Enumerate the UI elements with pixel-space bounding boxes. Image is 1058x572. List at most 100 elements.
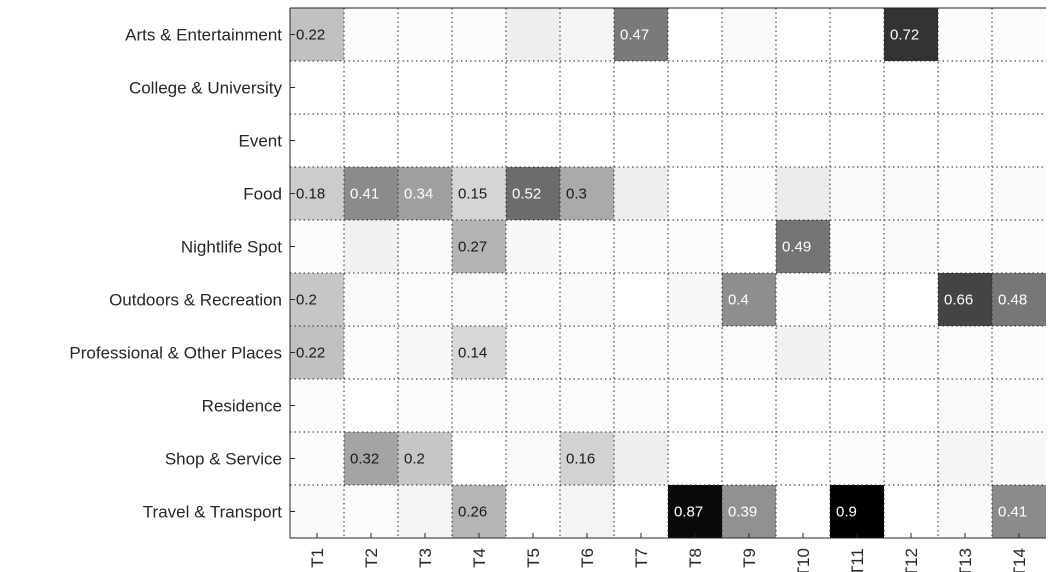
cell-value-label: 0.2: [404, 451, 425, 468]
heatmap-cell-nightlife-spot-t7: [614, 220, 668, 273]
heatmap-cell-shop-and-service-t8: [668, 432, 722, 485]
heatmap-cell-shop-and-service-t5: [506, 432, 560, 485]
heatmap-cell-food-t11: [830, 167, 884, 220]
x-label-t7: T7: [632, 548, 651, 568]
heatmap-cell-food-t13: [938, 167, 992, 220]
heatmap-cell-professional-and-other-places-t4: [452, 326, 506, 379]
heatmap-cell-outdoors-and-recreation-t5: [506, 273, 560, 326]
heatmap-cell-travel-and-transport-t1: [290, 485, 344, 538]
x-label-t4: T4: [470, 548, 489, 568]
heatmap-cell-residence-t14: [992, 379, 1046, 432]
heatmap-cell-shop-and-service-t14: [992, 432, 1046, 485]
heatmap-cell-nightlife-spot-t5: [506, 220, 560, 273]
cell-value-label: 0.3: [566, 186, 587, 203]
heatmap-cell-nightlife-spot-t9: [722, 220, 776, 273]
heatmap-cell-college-and-university-t8: [668, 61, 722, 114]
heatmap-cell-college-and-university-t6: [560, 61, 614, 114]
heatmap-cell-travel-and-transport-t9: [722, 485, 776, 538]
heatmap-cell-outdoors-and-recreation-t14: [992, 273, 1046, 326]
heatmap-cell-nightlife-spot-t8: [668, 220, 722, 273]
heatmap-cell-travel-and-transport-t13: [938, 485, 992, 538]
heatmap-cell-event-t10: [776, 114, 830, 167]
heatmap-cell-shop-and-service-t2: [344, 432, 398, 485]
cell-value-label: 0.34: [404, 186, 433, 203]
y-label-travel-and-transport: Travel & Transport: [143, 503, 282, 522]
y-label-nightlife-spot: Nightlife Spot: [181, 238, 282, 257]
cell-value-label: 0.32: [350, 451, 379, 468]
heatmap-cell-food-t4: [452, 167, 506, 220]
x-label-t14: T14: [1010, 548, 1029, 572]
cell-value-label: 0.22: [296, 345, 325, 362]
heatmap-cell-professional-and-other-places-t2: [344, 326, 398, 379]
cell-value-label: 0.15: [458, 186, 487, 203]
heatmap-cell-arts-and-entertainment-t10: [776, 8, 830, 61]
heatmap-cell-arts-and-entertainment-t2: [344, 8, 398, 61]
heatmap-cell-professional-and-other-places-t8: [668, 326, 722, 379]
heatmap-cell-college-and-university-t12: [884, 61, 938, 114]
cell-value-label: 0.41: [350, 186, 379, 203]
heatmap-cell-arts-and-entertainment-t5: [506, 8, 560, 61]
heatmap-cell-event-t9: [722, 114, 776, 167]
heatmap-cell-travel-and-transport-t10: [776, 485, 830, 538]
heatmap-cell-arts-and-entertainment-t11: [830, 8, 884, 61]
heatmap-cell-college-and-university-t1: [290, 61, 344, 114]
heatmap-cell-nightlife-spot-t6: [560, 220, 614, 273]
heatmap-cell-travel-and-transport-t6: [560, 485, 614, 538]
heatmap-cell-food-t2: [344, 167, 398, 220]
heatmap-cell-food-t6: [560, 167, 614, 220]
heatmap-cell-college-and-university-t13: [938, 61, 992, 114]
cell-value-label: 0.14: [458, 345, 487, 362]
cell-value-label: 0.66: [944, 292, 973, 309]
heatmap-cell-outdoors-and-recreation-t6: [560, 273, 614, 326]
heatmap-cell-shop-and-service-t1: [290, 432, 344, 485]
heatmap-cell-nightlife-spot-t14: [992, 220, 1046, 273]
heatmap-cell-nightlife-spot-t4: [452, 220, 506, 273]
heatmap-cell-food-t7: [614, 167, 668, 220]
heatmap-cell-event-t12: [884, 114, 938, 167]
heatmap-cell-shop-and-service-t3: [398, 432, 452, 485]
heatmap-cell-shop-and-service-t4: [452, 432, 506, 485]
heatmap-cell-college-and-university-t14: [992, 61, 1046, 114]
y-axis-labels: Arts & Entertainment College & University…: [69, 26, 282, 522]
heatmap-cell-arts-and-entertainment-t8: [668, 8, 722, 61]
heatmap-cell-food-t8: [668, 167, 722, 220]
heatmap-cell-professional-and-other-places-t9: [722, 326, 776, 379]
heatmap-cell-event-t14: [992, 114, 1046, 167]
heatmap-cells: 0.22 0.47 0.72 0.18 0.41 0.34 0.15 0.52 0.3 0.27 0…: [290, 8, 1046, 538]
heatmap-cell-event-t6: [560, 114, 614, 167]
heatmap-cell-residence-t10: [776, 379, 830, 432]
cell-value-label: 0.26: [458, 504, 487, 521]
heatmap-cell-food-t9: [722, 167, 776, 220]
grid-lines: [290, 8, 1046, 538]
heatmap-cell-college-and-university-t4: [452, 61, 506, 114]
heatmap-cell-residence-t3: [398, 379, 452, 432]
heatmap-cell-college-and-university-t7: [614, 61, 668, 114]
heatmap-cell-nightlife-spot-t2: [344, 220, 398, 273]
heatmap-cell-arts-and-entertainment-t6: [560, 8, 614, 61]
heatmap-cell-event-t8: [668, 114, 722, 167]
heatmap-cell-travel-and-transport-t5: [506, 485, 560, 538]
heatmap-cell-outdoors-and-recreation-t2: [344, 273, 398, 326]
heatmap-cell-professional-and-other-places-t1: [290, 326, 344, 379]
heatmap-cell-professional-and-other-places-t6: [560, 326, 614, 379]
heatmap-cell-outdoors-and-recreation-t8: [668, 273, 722, 326]
x-label-t12: T12: [902, 548, 921, 572]
cell-value-label: 0.2: [296, 292, 317, 309]
heatmap-cell-residence-t9: [722, 379, 776, 432]
heatmap-cell-event-t5: [506, 114, 560, 167]
cell-value-label: 0.18: [296, 186, 325, 203]
heatmap-cell-nightlife-spot-t10: [776, 220, 830, 273]
heatmap-cell-residence-t11: [830, 379, 884, 432]
heatmap-cell-college-and-university-t9: [722, 61, 776, 114]
cell-value-label: 0.39: [728, 504, 757, 521]
heatmap-cell-professional-and-other-places-t5: [506, 326, 560, 379]
heatmap-cell-food-t3: [398, 167, 452, 220]
heatmap-cell-college-and-university-t11: [830, 61, 884, 114]
heatmap-cell-arts-and-entertainment-t1: [290, 8, 344, 61]
x-label-t13: T13: [956, 548, 975, 572]
cell-value-label: 0.52: [512, 186, 541, 203]
heatmap-cell-event-t4: [452, 114, 506, 167]
heatmap-cell-professional-and-other-places-t10: [776, 326, 830, 379]
heatmap-cell-travel-and-transport-t2: [344, 485, 398, 538]
